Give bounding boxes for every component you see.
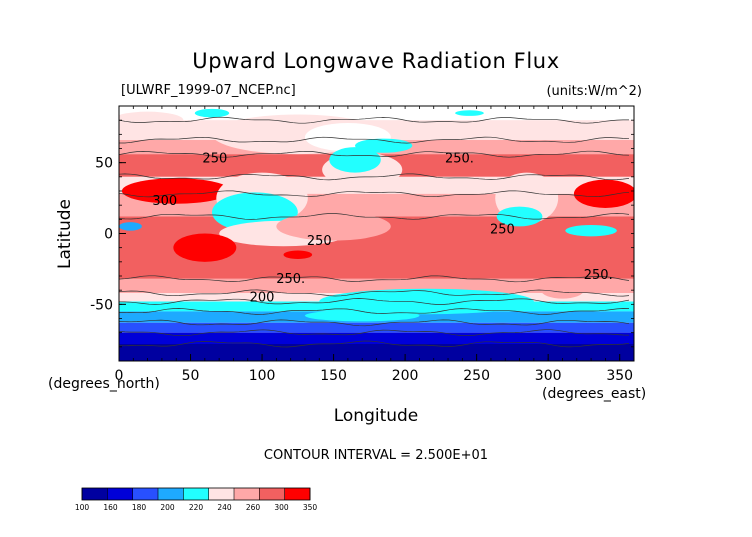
colorbar-swatch-7 (259, 488, 285, 500)
y-axis-label: Latitude (55, 199, 75, 269)
contour-line-11 (119, 329, 630, 337)
colorbar-label: 160 (103, 503, 118, 512)
colorbar-label: 350 (303, 503, 318, 512)
colorbar-label: 300 (274, 503, 289, 512)
field-patch-19 (283, 250, 313, 259)
field-patch-21 (541, 281, 584, 299)
colorbar-swatch-4 (183, 488, 209, 500)
contour-interval: CONTOUR INTERVAL = 2.500E+01 (264, 448, 488, 463)
field-patch-15 (496, 206, 543, 227)
lat-band-0 (119, 106, 634, 121)
contour-label-2: 300 (152, 194, 177, 209)
colorbar-frame (81, 487, 311, 501)
contour-line-12 (119, 340, 630, 348)
contour-line-7 (119, 289, 630, 297)
colorbar-label: 240 (217, 503, 232, 512)
colorbar-label: 100 (75, 503, 90, 512)
field-patch-4 (573, 179, 634, 208)
colorbar-swatch-5 (208, 488, 235, 500)
colorbar: 100 160 180 200 220 240 260 300 350 (75, 487, 318, 512)
x-tick-label: 350 (606, 368, 633, 384)
colorbar-label: 260 (246, 503, 261, 512)
contour-label-5: 250. (276, 272, 305, 287)
y-unit-note: (degrees_north) (48, 376, 160, 392)
colorbar-swatch-6 (234, 488, 260, 500)
contour-line-9 (119, 308, 630, 315)
colorbar-swatch-8 (284, 488, 311, 500)
units-label: (units:W/m^2) (546, 84, 642, 99)
field-patch-8 (276, 212, 391, 241)
x-tick-label: 50 (182, 368, 200, 384)
contour-label-4: 250 (490, 223, 515, 238)
lat-band-11 (119, 322, 634, 333)
field-patch-16 (565, 225, 617, 237)
x-tick-label: 300 (535, 368, 562, 384)
contour-label-6: 250. (584, 268, 613, 283)
field-patch-20 (319, 288, 534, 315)
field-patch-13 (455, 110, 484, 116)
contour-line-3 (119, 173, 630, 181)
colorbar-swatch-1 (107, 488, 133, 500)
chart-title: Upward Longwave Radiation Flux (192, 49, 559, 73)
y-axis: 50 0 -50 (90, 105, 634, 362)
field-patch-11 (355, 138, 413, 153)
x-tick-label: 150 (320, 368, 347, 384)
colorbar-swatch-0 (82, 488, 108, 500)
contour-label-7: 200 (250, 291, 275, 306)
x-unit-note: (degrees_east) (542, 386, 646, 402)
y-tick-label: -50 (90, 297, 113, 313)
x-axis: 0 50 100 150 200 250 300 350 (115, 106, 635, 384)
field-patch-12 (194, 108, 230, 118)
colorbar-label: 200 (160, 503, 175, 512)
contour-line-0 (119, 116, 629, 124)
x-axis-label: Longitude (334, 406, 419, 426)
lat-band-12 (119, 332, 634, 344)
colorbar-label: 180 (132, 503, 147, 512)
lat-band-13 (119, 344, 634, 361)
field-patch-10 (329, 147, 381, 173)
lat-band-7 (119, 278, 634, 293)
y-tick-label: 0 (104, 227, 113, 243)
field-patch-18 (173, 233, 237, 262)
x-tick-label: 100 (249, 368, 276, 384)
contour-label-0: 250 (202, 152, 227, 167)
contour-label-1: 250. (445, 152, 474, 167)
contour-line-5 (119, 213, 630, 220)
y-tick-label: 50 (95, 156, 113, 172)
x-tick-label: 250 (463, 368, 490, 384)
field-patch-2 (119, 111, 184, 129)
contour-line-8 (119, 298, 630, 305)
contour-line-10 (119, 319, 630, 327)
contour-line-1 (119, 136, 630, 144)
field-patch-3 (121, 178, 231, 204)
x-tick-label: 200 (392, 368, 419, 384)
contour-line-4 (119, 190, 630, 198)
x-tick-label: 0 (115, 368, 124, 384)
contour-line-2 (119, 150, 630, 158)
contour-label-3: 250 (307, 234, 332, 249)
colorbar-swatch-3 (158, 488, 184, 500)
field-patch-17 (119, 222, 142, 231)
colorbar-label: 220 (189, 503, 204, 512)
contour-line-6 (119, 275, 630, 283)
file-label: [ULWRF_1999-07_NCEP.nc] (121, 83, 296, 98)
colorbar-swatch-2 (132, 488, 159, 500)
